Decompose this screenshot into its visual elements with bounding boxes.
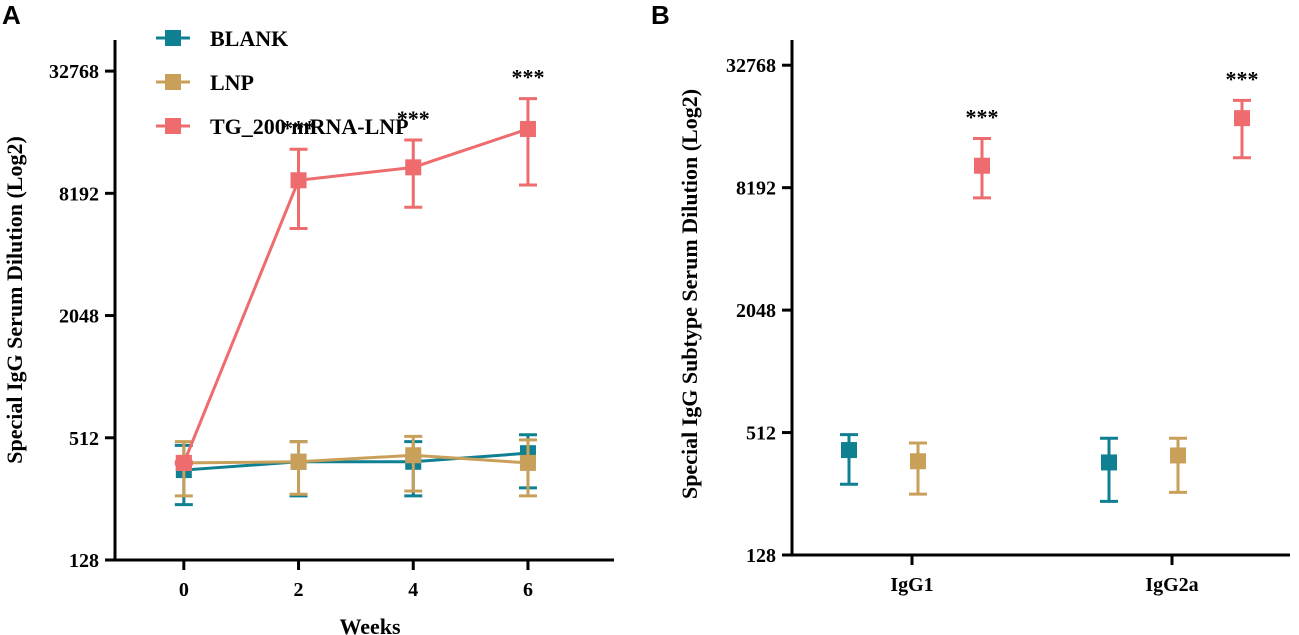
legend-item-blank: BLANK (156, 26, 288, 51)
panel-a-x-tick-label: 4 (408, 579, 418, 601)
panel-a-y-tick-label: 128 (69, 550, 99, 572)
panel-a-data-point (175, 454, 192, 471)
panel-a-significance-marker: *** (397, 106, 430, 131)
panel-b-y-tick-label: 8192 (736, 178, 776, 200)
panel-b-x-tick-label: IgG2a (1145, 574, 1198, 596)
panel-a-series-blank (174, 433, 537, 507)
legend-label: BLANK (210, 26, 288, 51)
panel-a-y-axis-title: Special IgG Serum Dilution (Log2) (2, 136, 27, 464)
panel-b-significance-marker: *** (966, 104, 999, 129)
panel-a-series-line (182, 127, 529, 464)
panel-a-y-tick-label: 512 (69, 428, 99, 450)
panel-a-data-point (405, 447, 422, 464)
panel-a-series-tg-200-mrna-lnp (174, 97, 537, 471)
panel-a-x-axis-title: Weeks (339, 614, 401, 635)
panel-b-series-lnp (909, 436, 1187, 496)
panel-b-data-point (974, 157, 990, 174)
legend-label: LNP (210, 70, 254, 95)
panel-b-data-point (1234, 110, 1250, 127)
panel-b-label: B (651, 0, 670, 30)
panel-b-data-point (910, 453, 926, 470)
legend-item-lnp: LNP (156, 70, 254, 95)
panel-b-y-tick-label: 128 (746, 545, 776, 567)
panel-b-y-tick-label: 512 (746, 423, 776, 445)
panel-b-y-tick-label: 32768 (726, 55, 776, 77)
panel-a-label: A (2, 0, 21, 30)
panel-b-data-point (1101, 454, 1117, 471)
panel-b-series-tg-200-mrna-lnp (973, 98, 1251, 200)
legend-marker (165, 30, 181, 46)
legend-marker (165, 74, 181, 90)
panel-b-series-blank (840, 433, 1118, 503)
legend-marker (165, 118, 181, 134)
panel-a-chart: A 128 512 2048 8192 32768 0 2 4 6 *** *** *** BLA… (2, 0, 614, 635)
panel-a-data-point (405, 159, 422, 176)
legend-label: TG_200 mRNA-LNP (210, 114, 409, 139)
panel-b-y-tick-label: 2048 (736, 300, 776, 322)
panel-a-y-tick-label: 8192 (59, 183, 99, 205)
panel-a-data-point (290, 172, 307, 189)
legend-item-tg-200-mrna-lnp: TG_200 mRNA-LNP (156, 114, 409, 139)
panel-b-x-tick-label: IgG1 (890, 574, 933, 596)
panel-b-y-axis-title: Special IgG Subtype Serum Dilution (Log2… (677, 89, 702, 499)
panel-b-data-point (841, 442, 857, 459)
panel-a-significance-marker: *** (511, 65, 544, 90)
panel-a-x-tick-label: 0 (179, 579, 189, 601)
panel-a-data-point (290, 453, 307, 470)
panel-a-significance-marker: *** (282, 115, 315, 140)
panel-b-chart: B 128 512 2048 8192 32768 IgG1 IgG2a *** *** S… (651, 0, 1290, 596)
panel-a-series-line (183, 453, 529, 465)
panel-a-x-tick-label: 6 (523, 579, 533, 601)
panel-a-data-point (519, 454, 536, 471)
panel-a-y-tick-label: 32768 (49, 61, 99, 83)
panel-a-x-tick-label: 2 (294, 579, 304, 601)
panel-b-significance-marker: *** (1226, 66, 1259, 91)
panel-a-y-tick-label: 2048 (59, 306, 99, 328)
panel-a-data-point (519, 120, 536, 137)
panel-a-series-line (183, 451, 529, 472)
panel-b-data-point (1170, 447, 1186, 464)
